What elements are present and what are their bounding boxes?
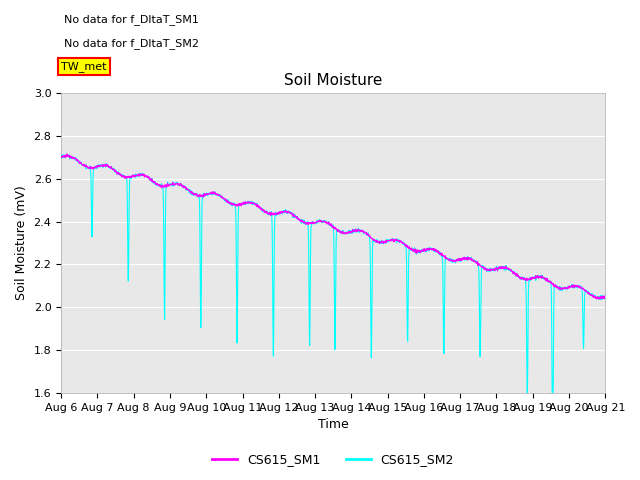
X-axis label: Time: Time	[318, 419, 349, 432]
Y-axis label: Soil Moisture (mV): Soil Moisture (mV)	[15, 186, 28, 300]
Text: No data for f_DltaT_SM1: No data for f_DltaT_SM1	[64, 14, 199, 25]
Text: No data for f_DltaT_SM2: No data for f_DltaT_SM2	[64, 38, 199, 49]
Text: TW_met: TW_met	[61, 61, 107, 72]
Title: Soil Moisture: Soil Moisture	[284, 72, 382, 87]
Legend: CS615_SM1, CS615_SM2: CS615_SM1, CS615_SM2	[207, 448, 459, 471]
